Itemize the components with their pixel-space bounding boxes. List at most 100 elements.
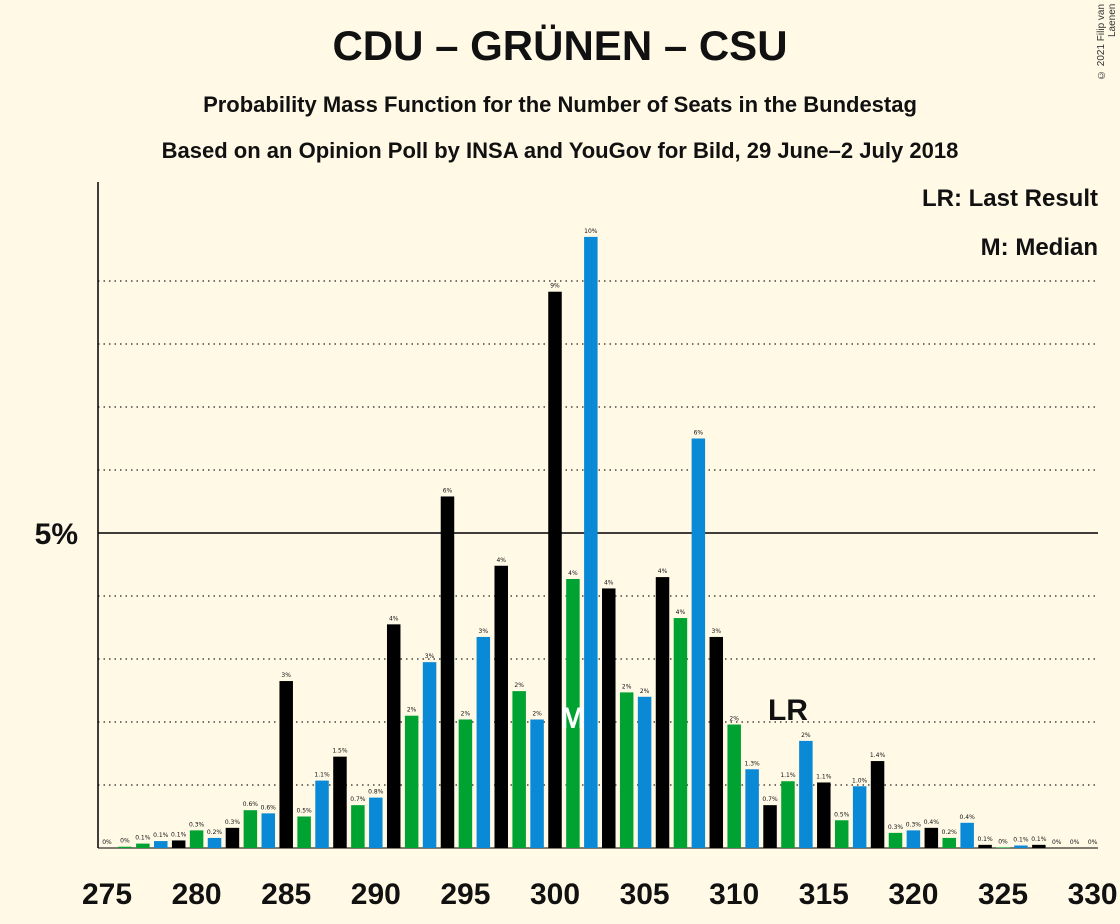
data-label: 6% (694, 430, 704, 437)
bar (171, 840, 186, 848)
x-tick-label: 310 (709, 878, 759, 911)
x-tick-label: 300 (530, 878, 580, 911)
bar (118, 846, 132, 848)
bar (530, 719, 544, 848)
last-result-marker: LR (768, 694, 808, 727)
bar (369, 797, 383, 848)
data-label: 0% (1070, 839, 1080, 846)
data-label: 0% (1088, 839, 1098, 846)
data-label: 3% (712, 628, 722, 635)
data-label: 1.3% (744, 760, 760, 767)
bar (763, 805, 777, 848)
data-label: 0.4% (960, 814, 976, 821)
data-label: 2% (461, 710, 471, 717)
bar (745, 769, 759, 848)
bar (243, 810, 258, 848)
bar (960, 822, 974, 848)
data-label: 0.6% (243, 801, 259, 808)
data-label: 2% (407, 707, 417, 714)
data-label: 1.4% (870, 752, 886, 759)
data-label: 0.1% (977, 836, 993, 843)
bar (440, 496, 455, 848)
bar (494, 565, 508, 848)
data-label: 1.5% (332, 748, 348, 755)
bar (458, 719, 473, 848)
data-label: 4% (658, 568, 668, 575)
chart-subtitle-source: Based on an Opinion Poll by INSA and You… (161, 138, 959, 163)
bar (709, 636, 724, 848)
bar (548, 291, 562, 849)
bar (781, 781, 795, 848)
bar (512, 691, 526, 848)
bar (279, 681, 293, 848)
data-label: 0% (1052, 839, 1062, 846)
bar (189, 830, 204, 848)
data-label: 0.3% (906, 821, 922, 828)
x-tick-label: 315 (799, 878, 849, 911)
bar (476, 636, 491, 848)
data-label: 0.3% (888, 824, 904, 831)
y-tick-label: 5% (35, 518, 78, 551)
legend-median: M: Median (980, 234, 1098, 261)
x-tick-label: 320 (888, 878, 938, 911)
data-label: 2% (532, 710, 542, 717)
x-tick-label: 295 (440, 878, 490, 911)
x-tick-label: 280 (172, 878, 222, 911)
data-label: 0.5% (834, 811, 850, 818)
data-label: 0.3% (189, 821, 205, 828)
bar (834, 820, 849, 848)
data-label: 3% (281, 672, 291, 679)
data-label: 0% (998, 838, 1008, 845)
bar (870, 761, 885, 848)
bar (942, 837, 956, 848)
bar (333, 756, 347, 848)
legend-last-result: LR: Last Result (921, 185, 1098, 212)
data-label: 0.7% (350, 796, 366, 803)
data-label: 1.1% (780, 772, 796, 779)
median-marker: M (560, 702, 585, 735)
data-label: 1.1% (816, 773, 832, 780)
data-label: 2% (640, 688, 650, 695)
data-label: 0.1% (171, 831, 187, 838)
bar (924, 827, 939, 848)
bar (422, 662, 437, 848)
data-label: 2% (622, 683, 632, 690)
bar (673, 618, 688, 848)
bar (136, 843, 150, 848)
bar (315, 780, 329, 848)
bar (154, 841, 168, 848)
chart-subtitle: Probability Mass Function for the Number… (203, 92, 917, 117)
data-label: 1.1% (314, 772, 330, 779)
data-label: 0.1% (135, 835, 151, 842)
data-label: 1.0% (852, 777, 868, 784)
x-tick-label: 330 (1068, 878, 1118, 911)
data-label: 6% (443, 487, 453, 494)
bar (1032, 844, 1046, 848)
bar (207, 837, 222, 848)
data-label: 2% (514, 682, 524, 689)
bar (1014, 845, 1028, 848)
bar (566, 578, 580, 848)
data-label: 0.5% (296, 808, 312, 815)
data-label: 4% (676, 609, 686, 616)
data-label: 3% (479, 628, 489, 635)
bar (619, 692, 634, 848)
data-label: 0.6% (261, 804, 277, 811)
bar (584, 236, 598, 848)
bar (655, 577, 670, 848)
bar (386, 624, 401, 848)
data-label: 0.1% (1031, 836, 1047, 843)
data-label: 2% (801, 732, 811, 739)
data-label: 0.7% (762, 796, 778, 803)
data-label: 4% (604, 579, 614, 586)
bar (888, 832, 903, 848)
data-label: 4% (496, 557, 506, 564)
x-tick-label: 325 (978, 878, 1028, 911)
bar (351, 805, 365, 848)
data-label: 0.8% (368, 789, 384, 796)
bar (637, 696, 652, 848)
data-label: 0.2% (942, 829, 958, 836)
data-label: 9% (550, 283, 560, 290)
